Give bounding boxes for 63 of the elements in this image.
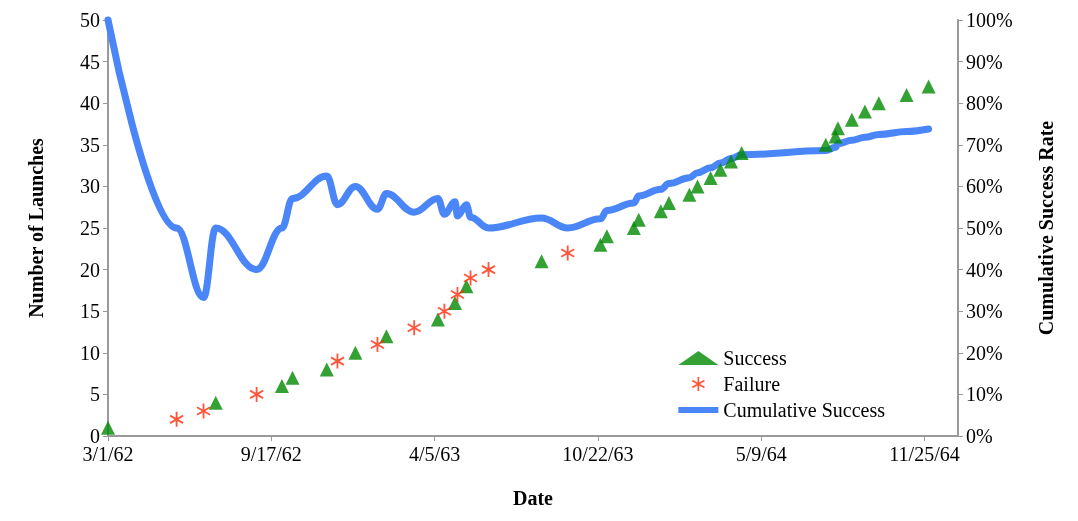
point [101, 420, 115, 435]
point [818, 137, 833, 152]
point [208, 395, 223, 410]
y2-tick-label: 20% [966, 341, 1003, 364]
y-tick-label: 30 [80, 175, 100, 198]
point [682, 187, 697, 202]
point [599, 229, 614, 244]
point [534, 254, 549, 269]
y2-tick-label: 60% [966, 175, 1003, 198]
point [703, 171, 718, 186]
point [734, 146, 749, 161]
x-tick-label: 10/22/63 [562, 443, 634, 465]
point [430, 312, 445, 327]
y2-tick-label: 50% [966, 217, 1003, 239]
y2-tick-label: 30% [966, 300, 1003, 323]
point [921, 79, 936, 94]
point [713, 162, 728, 177]
point [653, 204, 668, 219]
point [724, 154, 739, 169]
y-tick-label: 15 [80, 300, 100, 323]
point [830, 121, 845, 136]
point [899, 87, 914, 102]
point [319, 362, 334, 377]
x-tick-label: 4/5/63 [409, 443, 461, 465]
point [690, 179, 705, 194]
y-tick-label: 10 [80, 341, 100, 364]
point [407, 320, 422, 336]
y-tick-label: 5 [90, 383, 100, 406]
y-tick-label: 25 [80, 217, 100, 239]
legend-label: Cumulative Success [723, 399, 886, 421]
point [560, 245, 575, 261]
y-tick-label: 35 [80, 133, 100, 156]
legend-label: Failure [723, 373, 781, 395]
point [274, 379, 289, 394]
y2-tick-label: 70% [966, 133, 1003, 156]
x-tick-label: 5/9/64 [735, 443, 787, 465]
y-tick-label: 50 [80, 9, 100, 31]
legend-label: Success [723, 347, 787, 369]
y2-tick-label: 0% [966, 425, 993, 447]
y2-tick-label: 80% [966, 92, 1003, 115]
y-tick-label: 40 [80, 92, 100, 115]
y2-tick-label: 10% [966, 383, 1003, 406]
point [249, 386, 264, 402]
point [871, 96, 886, 111]
y2-tick-label: 90% [966, 50, 1003, 73]
y2-tick-label: 40% [966, 258, 1003, 281]
y2-tick-label: 100% [966, 9, 1013, 31]
point [631, 212, 646, 227]
point [348, 345, 363, 360]
point [844, 112, 859, 127]
y-tick-label: 45 [80, 50, 100, 73]
x-tick-label: 11/25/64 [889, 443, 960, 465]
y-tick-label: 20 [80, 258, 100, 281]
point [285, 370, 300, 385]
x-axis-title: Date [513, 487, 554, 509]
point [379, 329, 394, 344]
x-tick-label: 9/17/62 [240, 443, 302, 465]
y-axis-title: Number of Launches [25, 137, 47, 318]
y2-axis-title: Cumulative Success Rate [1035, 120, 1057, 336]
point [448, 295, 463, 310]
point [857, 104, 872, 119]
point [661, 196, 676, 211]
point [593, 237, 608, 252]
